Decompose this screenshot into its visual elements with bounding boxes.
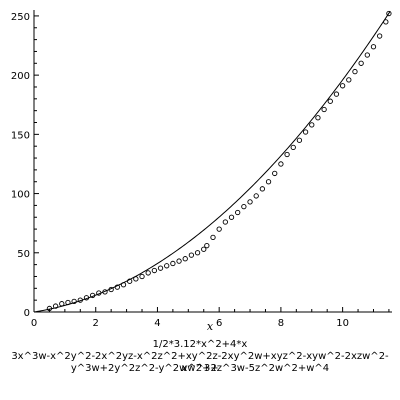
- y-tick-label: 100: [11, 190, 30, 201]
- data-point: [108, 286, 114, 293]
- data-point: [333, 91, 340, 97]
- x-tick-label: 2: [93, 318, 99, 329]
- data-point: [386, 10, 392, 17]
- caption-line-2: 3x^3w-x^2y^2-2x^2yz-x^2z^2+xy^2z-2xy^2w+…: [11, 351, 389, 374]
- data-point: [182, 256, 188, 262]
- y-tick-label: 150: [11, 130, 30, 141]
- data-point: [59, 301, 65, 307]
- data-point: [383, 19, 389, 25]
- data-point: [296, 137, 303, 143]
- data-point: [46, 305, 53, 312]
- x-tick-label: 8: [278, 318, 284, 329]
- data-point: [278, 161, 284, 167]
- y-tick-label: 50: [17, 249, 30, 260]
- data-point: [65, 299, 71, 306]
- data-point: [370, 44, 377, 50]
- data-point: [194, 250, 201, 256]
- data-point: [127, 278, 133, 284]
- data-point: [83, 295, 90, 301]
- x-axis-label: x: [207, 320, 214, 330]
- data-point: [114, 284, 120, 290]
- data-point: [170, 260, 176, 267]
- data-point: [157, 265, 164, 271]
- data-point: [133, 276, 139, 282]
- x-tick-label: 4: [154, 318, 160, 329]
- y-tick-label: 200: [11, 71, 30, 82]
- data-point: [339, 83, 346, 89]
- data-point: [253, 193, 259, 199]
- data-point: [241, 203, 247, 210]
- data-point: [96, 290, 102, 296]
- data-point: [89, 292, 96, 299]
- x-tick-label: 6: [216, 318, 222, 329]
- data-point: [228, 214, 235, 220]
- data-point: [71, 298, 77, 304]
- axes: [33, 10, 392, 313]
- data-point: [151, 267, 158, 274]
- data-point: [222, 219, 228, 225]
- data-point: [210, 234, 216, 241]
- y-tick-label: 250: [11, 12, 30, 23]
- data-point: [358, 60, 364, 66]
- data-point: [235, 209, 241, 216]
- data-point: [265, 179, 272, 185]
- data-point: [309, 122, 315, 128]
- data-point: [346, 77, 352, 83]
- data-point: [302, 129, 309, 135]
- y-tick-label: 0: [24, 308, 30, 319]
- data-point: [216, 226, 222, 232]
- data-point: [176, 258, 182, 264]
- data-point: [139, 273, 145, 280]
- data-point: [364, 52, 370, 58]
- x-tick-label: 0: [31, 318, 37, 329]
- data-point: [204, 243, 210, 249]
- data-point: [164, 263, 170, 269]
- data-point: [188, 252, 195, 258]
- data-point: [201, 246, 207, 252]
- fitted-curve: [33, 10, 391, 313]
- data-point: [247, 199, 253, 205]
- data-point: [321, 106, 327, 113]
- points-layer: [46, 10, 392, 312]
- data-point: [284, 151, 290, 158]
- data-point: [352, 68, 358, 75]
- data-point: [120, 282, 127, 288]
- data-point: [315, 115, 321, 121]
- caption-line-3: y^3w+2y^2z^2-y^2w^2+2z^3w-5z^2w^2+w^4: [70, 363, 330, 374]
- data-point: [272, 170, 278, 177]
- data-point: [377, 33, 383, 39]
- x-tick-label: 10: [336, 318, 349, 329]
- curve-layer: [33, 10, 391, 313]
- data-point: [52, 303, 59, 309]
- data-point: [145, 270, 151, 276]
- data-point: [259, 186, 266, 192]
- data-point: [102, 289, 108, 295]
- data-point: [327, 98, 333, 104]
- data-point: [77, 297, 83, 303]
- data-point: [290, 144, 296, 151]
- caption-line-1: 1/2*3.12*x^2+4*x: [152, 339, 248, 350]
